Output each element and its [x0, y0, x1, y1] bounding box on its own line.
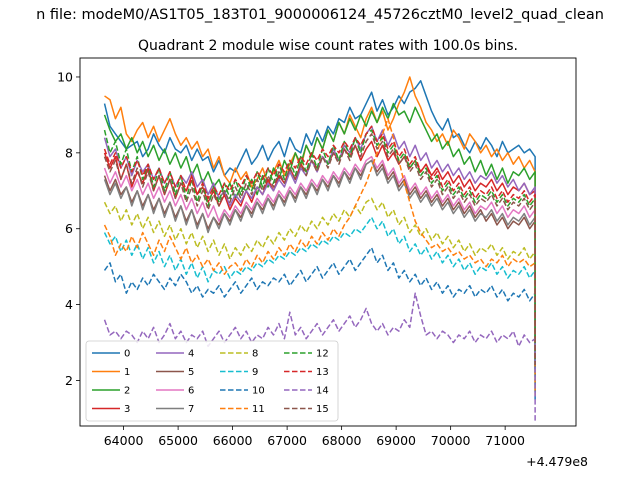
legend-label-4: 4 — [188, 349, 194, 360]
x-tick-label: 64000 — [104, 433, 144, 448]
series-line-8 — [103, 197, 536, 381]
legend-label-14: 14 — [316, 386, 329, 397]
series-line-10 — [103, 246, 536, 400]
legend-label-15: 15 — [316, 404, 329, 415]
y-tick-label: 2 — [65, 373, 73, 388]
figure-suptitle: n file: modeM0/AS1T05_183T01_9000006124_… — [36, 7, 604, 23]
series-layer — [103, 76, 536, 423]
series-line-6 — [103, 155, 536, 370]
series-line-9 — [103, 216, 536, 389]
y-tick-label: 6 — [65, 221, 73, 236]
chart-title: Quadrant 2 module wise count rates with … — [138, 38, 518, 54]
legend-label-5: 5 — [188, 367, 194, 378]
legend-label-6: 6 — [188, 386, 194, 397]
y-tick-label: 8 — [65, 145, 73, 160]
legend-label-10: 10 — [252, 386, 265, 397]
legend-label-13: 13 — [316, 367, 329, 378]
x-tick-label: 67000 — [267, 433, 307, 448]
legend-label-8: 8 — [252, 349, 258, 360]
x-tick-label: 70000 — [431, 433, 471, 448]
x-tick-label: 66000 — [213, 433, 253, 448]
series-line-13 — [103, 125, 536, 358]
legend-label-0: 0 — [124, 349, 130, 360]
plot-border — [79, 57, 577, 427]
series-line-0 — [103, 80, 536, 373]
series-line-11 — [103, 117, 536, 396]
x-tick-label: 71000 — [485, 433, 525, 448]
legend-label-1: 1 — [124, 367, 130, 378]
x-tick-label: 65000 — [158, 433, 198, 448]
legend-label-2: 2 — [124, 386, 130, 397]
series-line-14 — [103, 292, 536, 423]
x-tick-label: 69000 — [376, 433, 416, 448]
legend-label-3: 3 — [124, 404, 130, 415]
legend-label-7: 7 — [188, 404, 194, 415]
y-tick-label: 10 — [57, 69, 73, 84]
legend-label-11: 11 — [252, 404, 265, 415]
series-line-7 — [103, 159, 536, 373]
x-offset-label: +4.479e8 — [526, 454, 588, 469]
y-tick-label: 4 — [65, 297, 73, 312]
x-axis: 64000 65000 66000 67000 68000 69000 70000 71000 — [104, 426, 525, 448]
y-axis: 2 4 6 8 10 — [57, 69, 80, 388]
legend-label-12: 12 — [316, 349, 329, 360]
legend-label-9: 9 — [252, 367, 258, 378]
series-line-15 — [103, 133, 536, 366]
legend-box — [85, 340, 339, 422]
x-tick-label: 68000 — [322, 433, 362, 448]
